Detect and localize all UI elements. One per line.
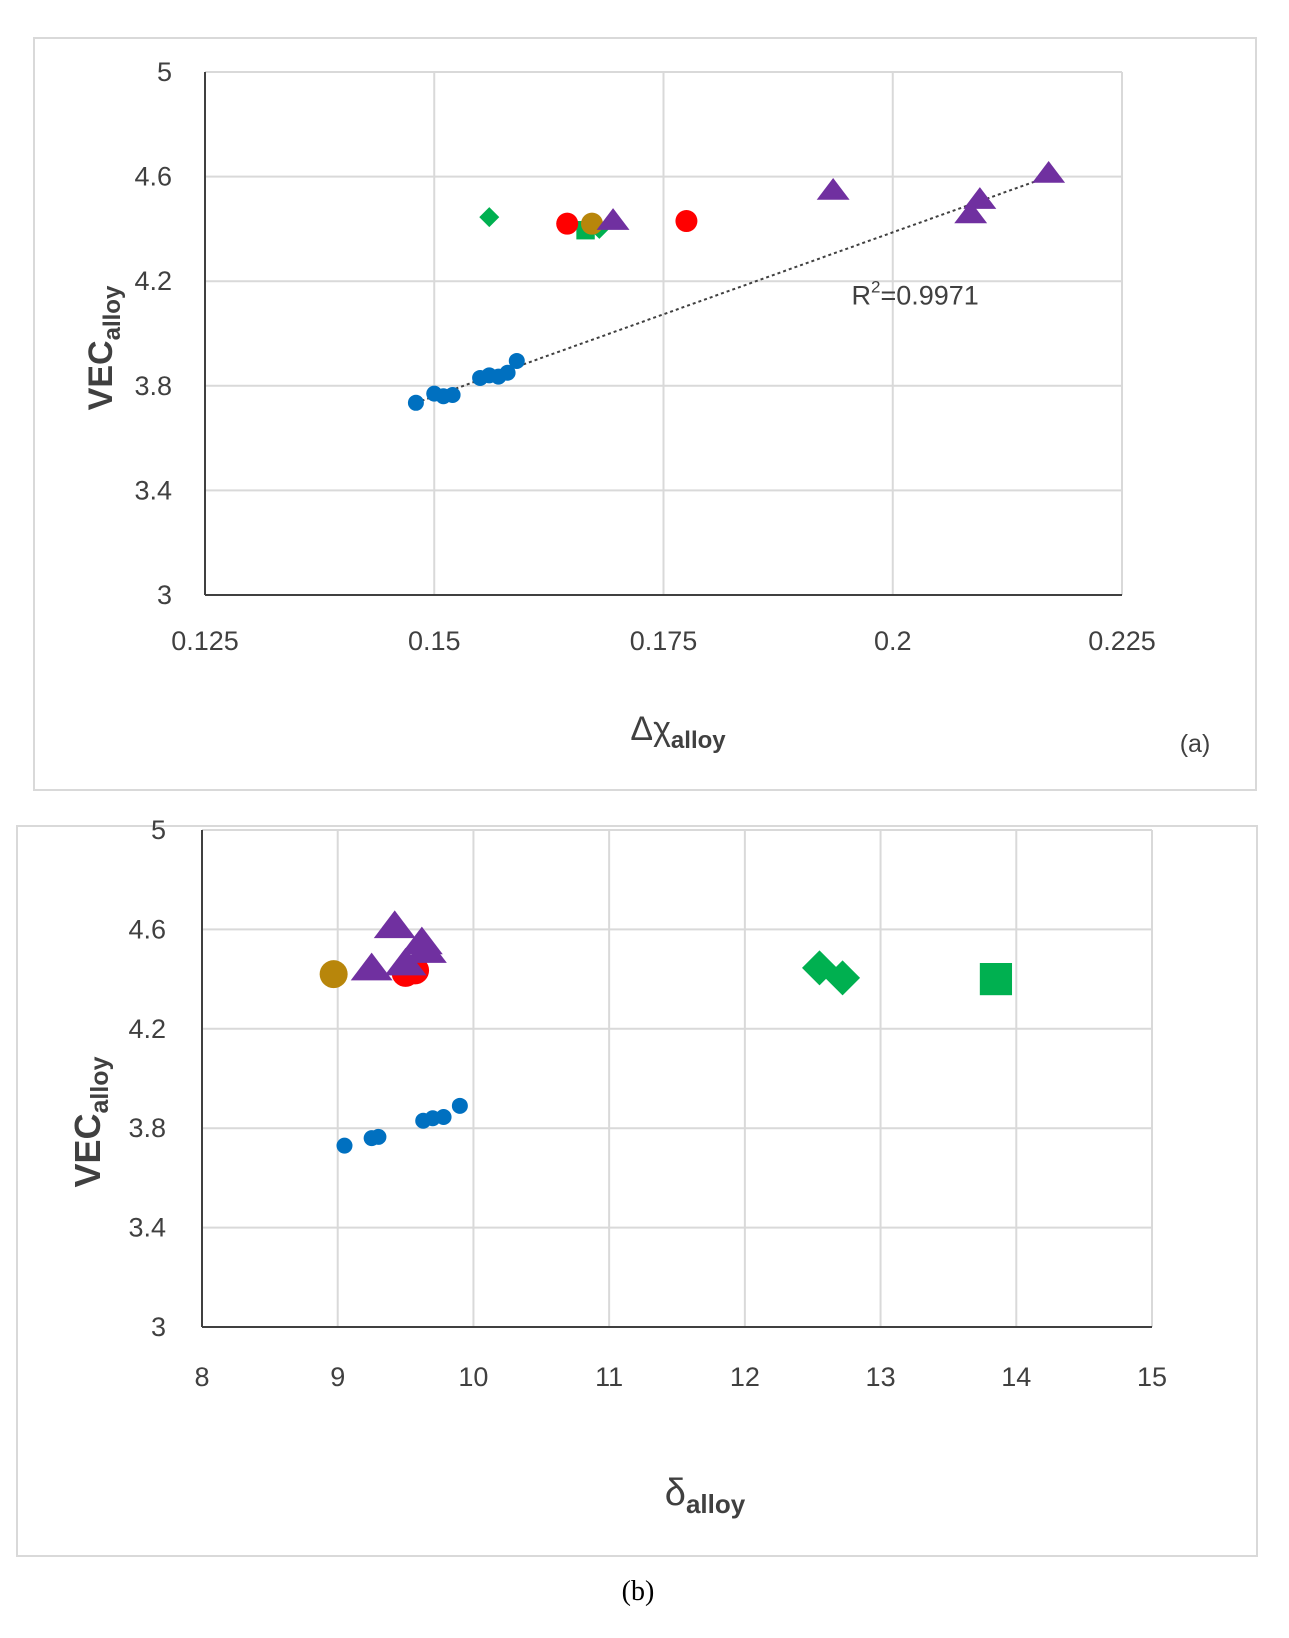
gold-circle-point: [580, 212, 603, 235]
panel-a-xlabel: Δχalloy: [630, 710, 726, 754]
purple-triangle-point: [350, 952, 393, 981]
blue-circle-point: [336, 1137, 353, 1154]
panel-b-axes: [201, 830, 1152, 1328]
y-tick-label: 5: [151, 815, 166, 845]
x-tick-label: 10: [458, 1362, 488, 1392]
panel-a-frame: [33, 37, 1257, 791]
green-diamond-point: [479, 207, 500, 228]
green-square-point: [979, 963, 1013, 996]
panel-a-r2-annotation: R2=0.9971: [851, 278, 978, 311]
panel-b-frame: [16, 825, 1258, 1557]
panel-b-xlabel-sub: alloy: [686, 1489, 746, 1519]
blue-circle-point: [508, 352, 525, 369]
y-tick-label: 3: [151, 1312, 166, 1342]
purple-triangle-point: [816, 178, 850, 200]
panel-a-xlabel-sub: alloy: [671, 727, 726, 754]
trendline: [415, 175, 1049, 404]
purple-triangle-point: [596, 208, 630, 230]
panel-a-points: [407, 161, 1066, 411]
red-circle-point: [675, 210, 698, 233]
purple-triangle-point: [954, 201, 988, 224]
panel-b-xlabel-main: δ: [665, 1472, 686, 1514]
panel-a-ylabel-sub: alloy: [99, 285, 126, 340]
panel-b-tick-labels: 8 9 10 11 12 13 14 15 3 3.4 3.8 4.2 4.6 5: [128, 815, 1167, 1392]
panel-a-ylabel: VECalloy: [82, 285, 126, 410]
x-tick-label: 0.175: [630, 626, 698, 656]
x-tick-label: 0.15: [408, 626, 461, 656]
blue-circle-point: [435, 1109, 452, 1126]
x-tick-label: 14: [1001, 1362, 1031, 1392]
purple-triangle-point: [1032, 161, 1066, 183]
panel-a-xlabel-main: Δχ: [630, 710, 671, 748]
y-tick-label: 4.2: [134, 266, 172, 296]
green-diamond-point: [825, 960, 861, 996]
x-tick-label: 9: [330, 1362, 345, 1392]
red-circle-point: [556, 212, 579, 235]
panel-b-ylabel: VECalloy: [67, 1056, 114, 1187]
x-tick-label: 8: [194, 1362, 209, 1392]
panel-a-label: (a): [1180, 730, 1211, 758]
y-tick-label: 5: [157, 57, 172, 87]
x-tick-label: 0.125: [171, 626, 239, 656]
x-tick-label: 12: [730, 1362, 760, 1392]
panel-a-chart: 0.125 0.15 0.175 0.2 0.225 3 3.4 3.8 4.2 4.6 5 R2=…: [82, 57, 1210, 758]
blue-circle-point: [444, 386, 461, 403]
blue-circle-point: [451, 1097, 468, 1114]
y-tick-label: 4.2: [128, 1014, 166, 1044]
panel-b-caption: (b): [622, 1576, 655, 1607]
panel-b-ylabel-sub: alloy: [86, 1056, 114, 1113]
gold-circle-point: [319, 960, 348, 989]
purple-triangle-point: [963, 187, 997, 209]
y-tick-label: 3.4: [128, 1213, 166, 1243]
purple-triangle-point: [384, 947, 427, 976]
x-tick-label: 0.225: [1088, 626, 1156, 656]
y-tick-label: 4.6: [134, 162, 172, 192]
panel-b-ylabel-main: VEC: [67, 1113, 108, 1187]
r2-superscript: 2: [871, 278, 880, 297]
panel-a-ylabel-main: VEC: [82, 340, 120, 410]
purple-triangle-point: [404, 935, 447, 963]
x-tick-label: 15: [1137, 1362, 1167, 1392]
x-tick-label: 13: [866, 1362, 896, 1392]
panel-a-tick-labels: 0.125 0.15 0.175 0.2 0.225 3 3.4 3.8 4.2 4.6 5: [134, 57, 1155, 656]
purple-triangle-point: [373, 910, 416, 939]
blue-circle-point: [407, 394, 424, 411]
panel-a-gridlines: [205, 71, 1123, 595]
panel-a-trendline: [415, 175, 1049, 404]
blue-circle-point: [499, 364, 516, 381]
x-tick-label: 11: [595, 1362, 623, 1392]
r2-value: =0.9971: [880, 281, 978, 311]
blue-circle-point: [370, 1128, 387, 1145]
y-tick-label: 3: [157, 580, 172, 610]
y-tick-label: 3.4: [134, 475, 172, 505]
panel-b-points: [319, 910, 1013, 1154]
r2-prefix: R: [851, 281, 871, 311]
y-tick-label: 4.6: [128, 914, 166, 944]
panel-b-gridlines: [202, 829, 1153, 1327]
x-tick-label: 0.2: [874, 626, 912, 656]
panel-a-axes: [204, 72, 1122, 596]
y-tick-label: 3.8: [128, 1113, 166, 1143]
y-tick-label: 3.8: [134, 371, 172, 401]
panel-b-xlabel: δalloy: [665, 1472, 746, 1519]
